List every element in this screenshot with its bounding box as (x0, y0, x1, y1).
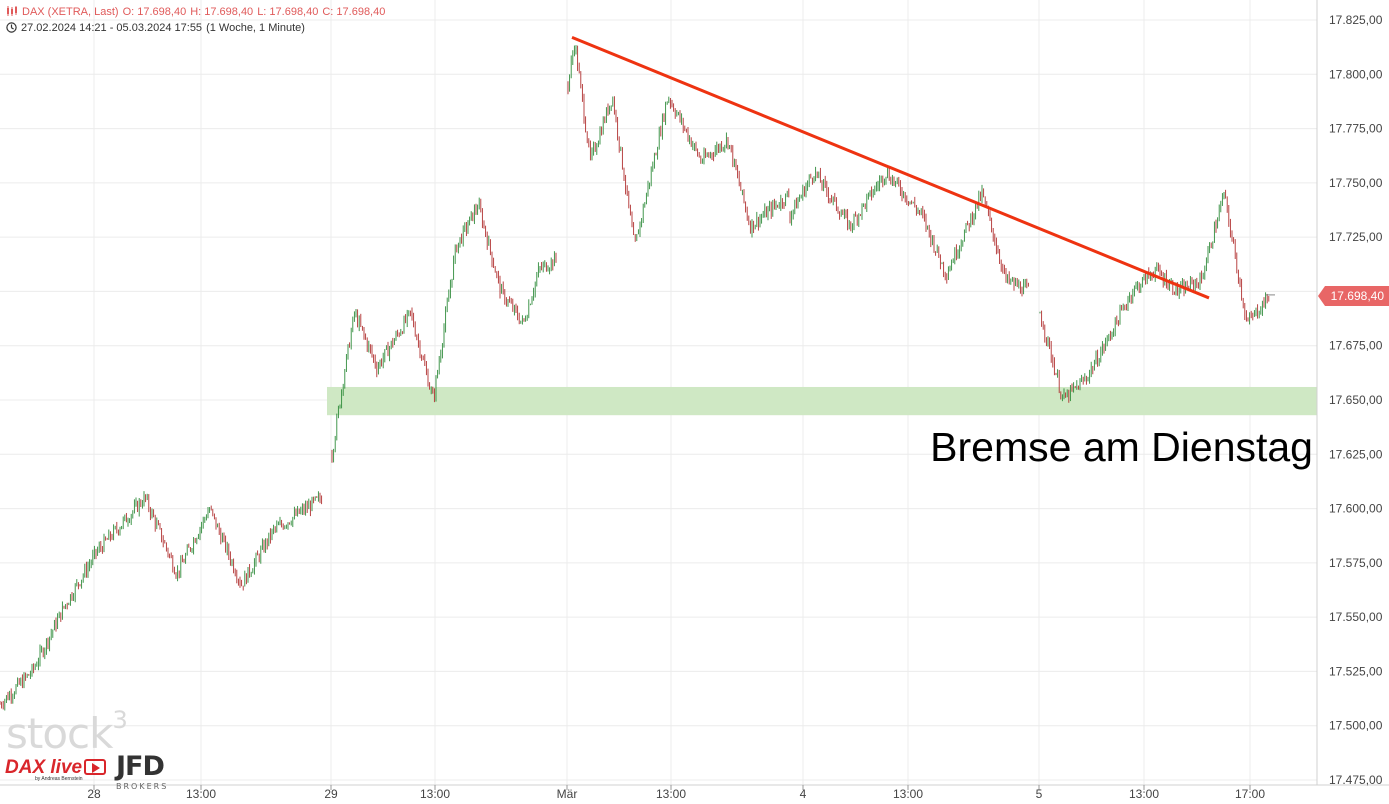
trendline (571, 35, 1210, 300)
y-tick-label: 17.750,00 (1329, 176, 1383, 190)
jfd-logo: JFD BROKERS (116, 751, 166, 791)
x-tick-label: 13:00 (656, 787, 686, 801)
annotation-text: Bremse am Dienstag (930, 424, 1313, 470)
y-tick-label: 17.625,00 (1329, 447, 1383, 461)
ohlc-high: H: 17.698,40 (190, 6, 254, 18)
candlestick-icon (6, 6, 18, 21)
x-tick-label: 13:00 (1129, 787, 1159, 801)
y-tick-label: 17.800,00 (1329, 67, 1383, 81)
y-tick-label: 17.775,00 (1329, 122, 1383, 136)
y-tick-label: 17.650,00 (1329, 393, 1383, 407)
last-price-tag: 17.698,40 (1318, 286, 1389, 306)
jfd-logo-text: JFD (116, 751, 165, 782)
x-tick-label: 5 (1036, 787, 1043, 801)
clock-icon (6, 22, 17, 37)
dax-live-logo: DAX live by Andreas Bernstein (5, 757, 107, 782)
x-tick-label: 28 (87, 787, 101, 801)
stock3-logo-sup: 3 (112, 706, 127, 734)
y-tick-label: 17.575,00 (1329, 556, 1383, 570)
x-tick-label: 17:00 (1235, 787, 1265, 801)
ohlc-low: L: 17.698,40 (257, 6, 319, 18)
y-tick-label: 17.500,00 (1329, 719, 1383, 733)
ohlc-close: C: 17.698,40 (322, 6, 386, 18)
dax-live-logo-text: DAX live (5, 757, 83, 778)
dax-live-logo-sub: by Andreas Bernstein (35, 776, 83, 782)
play-icon (84, 759, 107, 775)
x-tick-label: 13:00 (186, 787, 216, 801)
support-zone (327, 386, 1317, 416)
ohlc-open: O: 17.698,40 (122, 6, 187, 18)
x-tick-label: 29 (324, 787, 338, 801)
range-header: 27.02.2024 14:21 - 05.03.2024 17:55 (1 Wo… (6, 22, 309, 37)
y-tick-label: 17.825,00 (1329, 13, 1383, 27)
x-axis: 28 13:00 29 13:00 Mär 13:00 4 13:00 5 13:00 17:00 (87, 785, 1265, 801)
jfd-logo-sub: BROKERS (116, 782, 169, 791)
y-tick-label: 17.475,00 (1329, 773, 1383, 787)
y-tick-label: 17.675,00 (1329, 339, 1383, 353)
y-tick-label: 17.550,00 (1329, 610, 1383, 624)
x-tick-label: Mär (557, 787, 578, 801)
y-axis: 17.475,00 17.500,00 17.525,00 17.550,00 17.5… (1329, 13, 1383, 787)
x-tick-label: 4 (800, 787, 807, 801)
x-tick-label: 13:00 (420, 787, 450, 801)
instrument-name: DAX (XETRA, Last) (22, 6, 119, 18)
y-tick-label: 17.725,00 (1329, 230, 1383, 244)
instrument-header: DAX (XETRA, Last) O: 17.698,40 H: 17.698,4… (6, 6, 389, 21)
stock3-logo: stock3 (6, 706, 128, 758)
date-range: 27.02.2024 14:21 - 05.03.2024 17:55 (21, 22, 203, 34)
y-tick-label: 17.600,00 (1329, 502, 1383, 516)
stock3-logo-text: stock (6, 709, 113, 758)
y-tick-label: 17.525,00 (1329, 664, 1383, 678)
candles (0, 45, 1275, 711)
interval: (1 Woche, 1 Minute) (206, 22, 305, 34)
x-tick-label: 13:00 (893, 787, 923, 801)
